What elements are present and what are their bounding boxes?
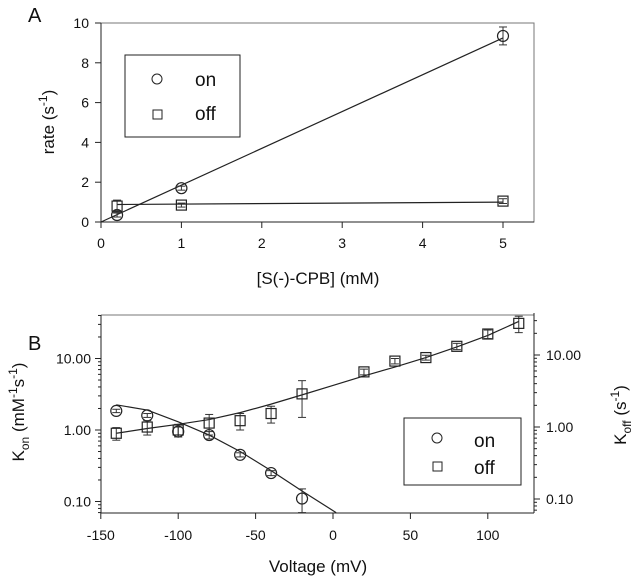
- data-point-on: [496, 29, 510, 43]
- data-point-off: [497, 195, 509, 207]
- fit-curve-on: [116, 404, 337, 514]
- right-y-tick-label: 0.10: [546, 491, 573, 507]
- data-point-off: [265, 407, 277, 420]
- left-y-tick-label: 0.10: [64, 494, 91, 510]
- x-tick-label: 100: [476, 527, 500, 543]
- panel-a-legend: on off: [124, 54, 241, 138]
- data-point-off: [358, 366, 370, 378]
- data-point-off: [451, 340, 463, 352]
- data-point-off: [111, 200, 123, 212]
- right-y-tick-label: 10.00: [546, 347, 581, 363]
- data-point-off: [389, 355, 401, 367]
- data-point-off: [234, 415, 246, 427]
- panel-a-xlabel: [S(-)-CPB] (mM): [257, 269, 380, 288]
- y-tick-label: 8: [81, 55, 89, 71]
- fit-curve-off: [116, 320, 520, 434]
- fit-line-off: [117, 201, 504, 206]
- data-point-on: [295, 492, 309, 505]
- panel-b-legend: on off: [403, 417, 522, 486]
- data-point-on: [110, 404, 123, 417]
- x-tick-label: 0: [97, 235, 105, 251]
- panel-b-chart: -150 -100 -50 0 50 100 0.10 1.00 10.00 0.10 1.00 10…: [56, 313, 581, 543]
- y-tick-label: 4: [81, 134, 89, 150]
- data-point-on: [264, 466, 278, 480]
- x-tick-label: 50: [403, 527, 419, 543]
- data-point-on: [175, 182, 188, 195]
- fit-line-on: [100, 37, 504, 223]
- legend-off-label: off: [474, 458, 496, 479]
- legend-square-marker: [432, 461, 443, 472]
- x-tick-label: 3: [338, 235, 346, 251]
- x-tick-label: 0: [329, 527, 337, 543]
- panel-label-b: B: [28, 333, 41, 355]
- data-point-off: [482, 328, 494, 340]
- y-tick-label: 10: [73, 15, 89, 31]
- legend-on-label: on: [195, 70, 216, 91]
- panel-label-a: A: [28, 5, 42, 27]
- legend-off-label: off: [195, 104, 217, 125]
- data-point-on: [234, 448, 247, 461]
- data-point-off: [420, 351, 432, 364]
- x-tick-label: 1: [178, 235, 186, 251]
- panel-b-xlabel: Voltage (mV): [269, 557, 367, 576]
- panel-a-chart: 0 1 2 3 4 5 0 2 4 6 8 10: [73, 15, 535, 251]
- x-tick-label: -50: [245, 527, 265, 543]
- legend-on-label: on: [474, 431, 495, 452]
- legend-square-marker: [152, 109, 163, 120]
- data-point-off: [203, 417, 215, 429]
- x-tick-label: 2: [258, 235, 266, 251]
- data-point-off: [513, 317, 525, 329]
- y-tick-label: 6: [81, 95, 89, 111]
- panel-b-right-ylabel: Koff (s-1): [608, 385, 634, 445]
- legend-circle-marker: [431, 432, 443, 444]
- y-tick-label: 2: [81, 174, 89, 190]
- x-tick-label: 5: [499, 235, 507, 251]
- x-tick-label: -100: [164, 527, 192, 543]
- left-y-tick-label: 10.00: [56, 351, 91, 367]
- data-point-off: [175, 199, 187, 211]
- data-point-off: [141, 421, 153, 433]
- panel-b-left-ylabel: Kon (mM-1s-1): [6, 363, 32, 462]
- left-y-tick-label: 1.00: [64, 422, 91, 438]
- legend-circle-marker: [151, 73, 163, 85]
- x-tick-label: 4: [419, 235, 427, 251]
- right-y-tick-label: 1.00: [546, 419, 573, 435]
- panel-a-ylabel: rate (s-1): [36, 90, 58, 155]
- data-point-off: [110, 427, 122, 439]
- x-tick-label: -150: [87, 527, 115, 543]
- data-point-off: [296, 388, 308, 400]
- data-point-off: [172, 424, 184, 436]
- y-tick-label: 0: [81, 214, 89, 230]
